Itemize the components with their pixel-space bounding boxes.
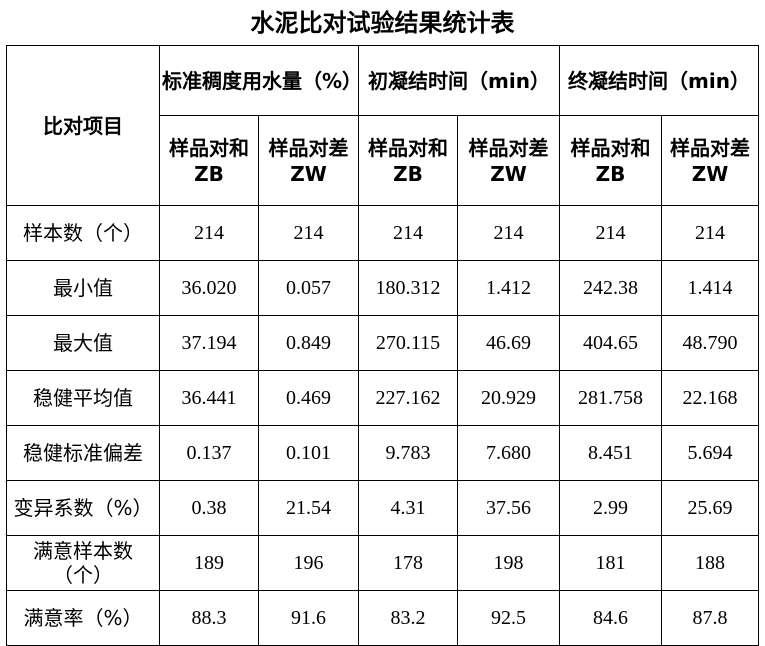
- table-cell: 189: [159, 535, 259, 591]
- table-title: 水泥比对试验结果统计表: [250, 9, 515, 37]
- table-cell: 36.441: [159, 370, 259, 426]
- table-cell: 214: [159, 205, 259, 261]
- table-cell: 214: [358, 205, 459, 261]
- table-cell: 0.057: [257, 260, 360, 316]
- header-group-water: 标准稠度用水量（%）: [158, 45, 362, 116]
- row-label: 变异系数（%）: [6, 480, 160, 536]
- table-cell: 48.790: [661, 315, 760, 371]
- table-cell: 91.6: [257, 590, 360, 646]
- table-row: 满意样本数（个） 189 196 178 198 181 188: [6, 535, 760, 591]
- table-row: 样本数（个） 214 214 214 214 214 214: [6, 205, 760, 261]
- table-row: 最小值 36.020 0.057 180.312 1.412 242.38 1.414: [6, 260, 760, 316]
- comparison-results-table: 比对项目 标准稠度用水量（%） 初凝结时间（min） 终凝结时间（min） 样品…: [6, 45, 760, 646]
- table-cell: 270.115: [358, 315, 459, 371]
- table-cell: 214: [457, 205, 561, 261]
- table-cell: 7.680: [457, 425, 561, 481]
- table-cell: 84.6: [559, 590, 663, 646]
- table-cell: 5.694: [661, 425, 760, 481]
- table-row: 稳健平均值 36.441 0.469 227.162 20.929 281.758 22.1…: [6, 370, 760, 426]
- table-cell: 20.929: [457, 370, 561, 426]
- table-cell: 404.65: [559, 315, 663, 371]
- table-cell: 37.194: [159, 315, 259, 371]
- table-cell: 281.758: [559, 370, 663, 426]
- row-label: 满意率（%）: [6, 590, 160, 646]
- table-cell: 36.020: [159, 260, 259, 316]
- table-cell: 1.412: [457, 260, 561, 316]
- table-cell: 188: [661, 535, 760, 591]
- table-cell: 88.3: [159, 590, 259, 646]
- table-row: 满意率（%） 88.3 91.6 83.2 92.5 84.6 87.8: [6, 590, 760, 646]
- table-cell: 1.414: [661, 260, 760, 316]
- table-cell: 214: [559, 205, 663, 261]
- table-cell: 25.69: [661, 480, 760, 536]
- table-cell: 83.2: [358, 590, 459, 646]
- subheader: 样品对和 ZB: [358, 115, 459, 206]
- table-cell: 37.56: [457, 480, 561, 536]
- table-cell: 9.783: [358, 425, 459, 481]
- table-row: 最大值 37.194 0.849 270.115 46.69 404.65 48.790: [6, 315, 760, 371]
- table-row: 稳健标准偏差 0.137 0.101 9.783 7.680 8.451 5.694: [6, 425, 760, 481]
- header-group-initial-set: 初凝结时间（min）: [358, 45, 561, 116]
- table-cell: 196: [257, 535, 360, 591]
- table-cell: 46.69: [457, 315, 561, 371]
- subheader: 样品对差 ZW: [661, 115, 760, 206]
- table-cell: 180.312: [358, 260, 459, 316]
- table-cell: 214: [257, 205, 360, 261]
- table-cell: 0.101: [257, 425, 360, 481]
- row-label: 稳健标准偏差: [6, 425, 160, 481]
- subheader: 样品对差 ZW: [257, 115, 360, 206]
- table-cell: 242.38: [559, 260, 663, 316]
- table-cell: 87.8: [661, 590, 760, 646]
- row-label: 稳健平均值: [6, 370, 160, 426]
- subheader: 样品对和 ZB: [159, 115, 259, 206]
- table-cell: 0.38: [159, 480, 259, 536]
- table-cell: 2.99: [559, 480, 663, 536]
- subheader: 样品对差 ZW: [457, 115, 561, 206]
- table-cell: 0.137: [159, 425, 259, 481]
- header-group-final-set: 终凝结时间（min）: [559, 45, 760, 116]
- row-label: 最小值: [6, 260, 160, 316]
- row-label: 最大值: [6, 315, 160, 371]
- table-cell: 4.31: [358, 480, 459, 536]
- subheader: 样品对和 ZB: [559, 115, 663, 206]
- table-cell: 22.168: [661, 370, 760, 426]
- table-cell: 0.849: [257, 315, 360, 371]
- table-cell: 8.451: [559, 425, 663, 481]
- table-cell: 198: [457, 535, 561, 591]
- table-cell: 0.469: [257, 370, 360, 426]
- table-body: 样本数（个） 214 214 214 214 214 214 最小值 36.020 0.057 18…: [6, 205, 760, 646]
- table-cell: 92.5: [457, 590, 561, 646]
- table-cell: 21.54: [257, 480, 360, 536]
- table-cell: 181: [559, 535, 663, 591]
- row-label: 满意样本数（个）: [6, 535, 160, 591]
- table-row: 变异系数（%） 0.38 21.54 4.31 37.56 2.99 25.69: [6, 480, 760, 536]
- row-label: 样本数（个）: [6, 205, 160, 261]
- table-cell: 214: [661, 205, 760, 261]
- table-cell: 227.162: [358, 370, 459, 426]
- table-cell: 178: [358, 535, 459, 591]
- header-item: 比对项目: [6, 45, 160, 206]
